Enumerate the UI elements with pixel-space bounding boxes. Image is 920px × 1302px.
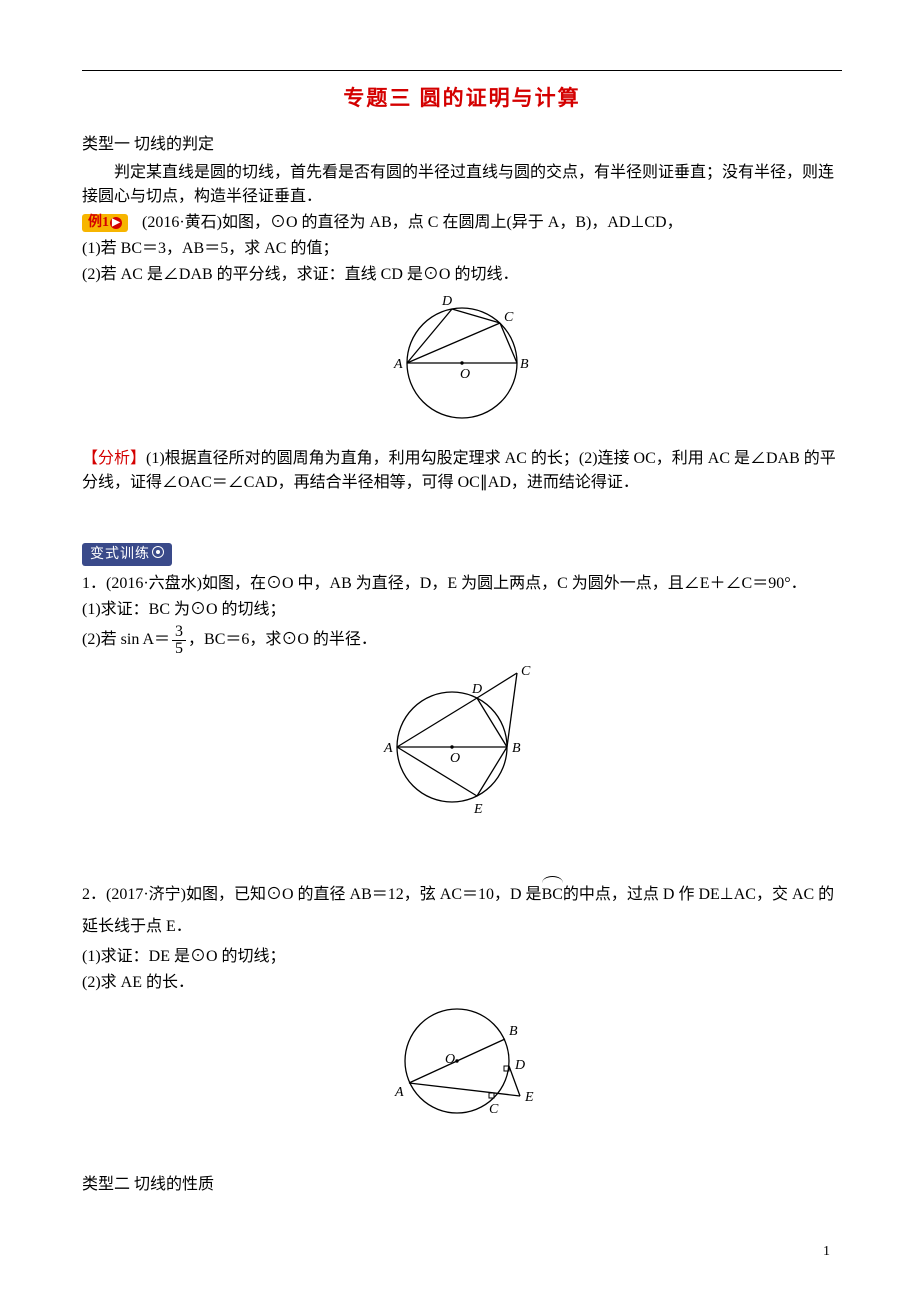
- svg-text:O: O: [450, 751, 460, 766]
- figure-1: A B C D O: [82, 293, 842, 441]
- problem2-q1: (1)求证：DE 是⊙O 的切线；: [82, 945, 842, 969]
- page-title: 专题三 圆的证明与计算: [82, 83, 842, 115]
- p2-stem-a: 2．(2017·济宁)如图，已知⊙O 的直径 AB＝12，弦 AC＝10，D 是: [82, 886, 542, 903]
- arrow-icon: ▶: [110, 217, 122, 229]
- spacer: [82, 1135, 842, 1169]
- figure-2: A B C D E O: [82, 663, 842, 831]
- figure-3: A B C D E O: [82, 1001, 842, 1129]
- spacer: [82, 497, 842, 525]
- svg-text:C: C: [521, 664, 531, 679]
- arc-bc: BC: [542, 879, 563, 911]
- example-badge: 例1▶: [82, 214, 128, 232]
- type2-heading: 类型二 切线的性质: [82, 1173, 842, 1197]
- frac-den: 5: [172, 641, 186, 657]
- example1-stem: (2016·黄石)如图，⊙O 的直径为 AB，点 C 在圆周上(异于 A，B)，…: [142, 214, 683, 231]
- svg-text:O: O: [460, 367, 470, 382]
- example1-q2: (2)若 AC 是∠DAB 的平分线，求证：直线 CD 是⊙O 的切线．: [82, 263, 842, 287]
- variant-badge: 变式训练: [82, 543, 172, 566]
- problem2-q2: (2)求 AE 的长．: [82, 971, 842, 995]
- circle-icon: [152, 546, 164, 558]
- problem2-stem: 2．(2017·济宁)如图，已知⊙O 的直径 AB＝12，弦 AC＝10，D 是…: [82, 879, 842, 943]
- fraction: 35: [172, 624, 186, 657]
- svg-text:A: A: [393, 357, 403, 372]
- problem1-stem: 1．(2016·六盘水)如图，在⊙O 中，AB 为直径，D，E 为圆上两点，C …: [82, 572, 842, 596]
- svg-text:D: D: [471, 682, 482, 697]
- analysis-label: 【分析】: [82, 450, 146, 467]
- p1-q2b: ，BC＝6，求⊙O 的半径．: [188, 631, 377, 648]
- svg-text:O: O: [445, 1052, 455, 1067]
- svg-text:B: B: [509, 1024, 518, 1039]
- svg-text:E: E: [473, 802, 483, 817]
- svg-text:C: C: [504, 310, 514, 325]
- svg-text:E: E: [524, 1090, 534, 1105]
- p1-q2a: (2)若 sin A＝: [82, 631, 170, 648]
- problem1-q2: (2)若 sin A＝35，BC＝6，求⊙O 的半径．: [82, 624, 842, 657]
- svg-text:A: A: [383, 741, 393, 756]
- svg-text:B: B: [520, 357, 529, 372]
- frac-num: 3: [172, 624, 186, 641]
- analysis-block: 【分析】(1)根据直径所对的圆周角为直角，利用勾股定理求 AC 的长；(2)连接…: [82, 447, 842, 495]
- page-number: 1: [823, 1241, 830, 1262]
- svg-text:B: B: [512, 741, 521, 756]
- example-badge-label: 例1: [88, 215, 109, 230]
- type1-heading: 类型一 切线的判定: [82, 133, 842, 157]
- variant-badge-label: 变式训练: [90, 547, 150, 562]
- svg-text:A: A: [394, 1085, 404, 1100]
- example1-stem-row: 例1▶ (2016·黄石)如图，⊙O 的直径为 AB，点 C 在圆周上(异于 A…: [82, 211, 842, 235]
- spacer: [82, 837, 842, 877]
- svg-text:D: D: [441, 294, 452, 309]
- analysis-text: (1)根据直径所对的圆周角为直角，利用勾股定理求 AC 的长；(2)连接 OC，…: [82, 450, 836, 491]
- example1-q1: (1)若 BC＝3，AB＝5，求 AC 的值；: [82, 237, 842, 261]
- svg-text:C: C: [489, 1102, 499, 1117]
- type1-intro: 判定某直线是圆的切线，首先看是否有圆的半径过直线与圆的交点，有半径则证垂直；没有…: [82, 161, 842, 209]
- top-rule: [82, 70, 842, 71]
- svg-text:D: D: [514, 1058, 525, 1073]
- problem1-q1: (1)求证：BC 为⊙O 的切线；: [82, 598, 842, 622]
